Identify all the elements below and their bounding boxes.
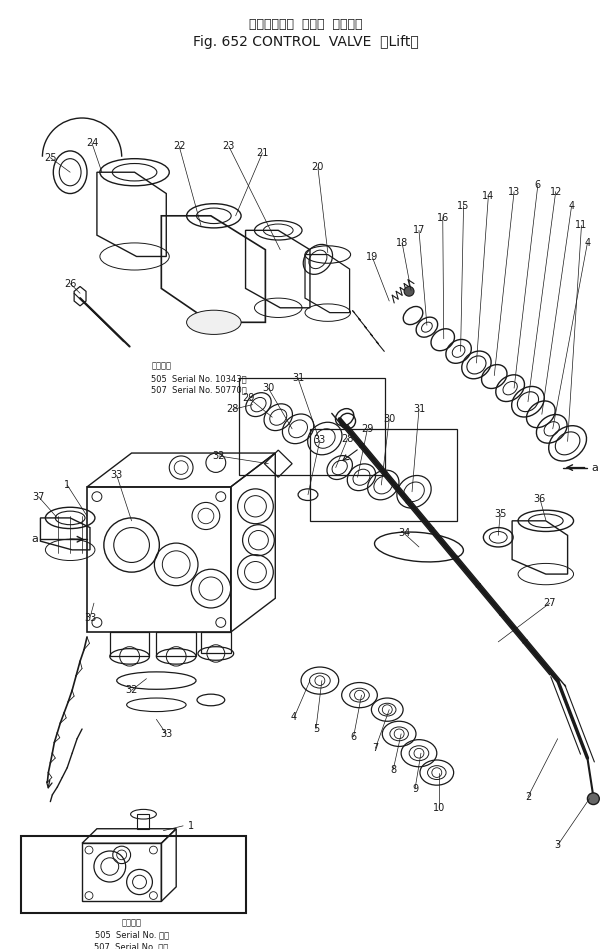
Text: 29: 29 <box>361 424 373 434</box>
Text: 15: 15 <box>457 201 470 211</box>
Text: 8: 8 <box>390 765 396 774</box>
Text: 17: 17 <box>412 225 425 235</box>
Circle shape <box>588 793 599 805</box>
Text: 35: 35 <box>494 509 506 519</box>
Text: 33: 33 <box>160 729 173 739</box>
Text: 505  Serial No. 10343〜: 505 Serial No. 10343〜 <box>151 374 247 383</box>
Text: 31: 31 <box>292 374 304 383</box>
Text: 24: 24 <box>86 139 98 148</box>
Text: 25: 25 <box>44 153 56 162</box>
Text: 2: 2 <box>525 791 531 802</box>
Text: 23: 23 <box>223 141 235 151</box>
Text: 4: 4 <box>584 238 591 248</box>
Text: 507  Serial No. 50770〜: 507 Serial No. 50770〜 <box>151 385 247 395</box>
Text: 32: 32 <box>125 685 138 696</box>
Text: 30: 30 <box>383 414 395 424</box>
Text: 3: 3 <box>554 840 561 850</box>
Text: 505  Serial No. ・〜: 505 Serial No. ・〜 <box>94 931 169 940</box>
Text: 9: 9 <box>412 784 418 794</box>
Text: 10: 10 <box>433 804 445 813</box>
Text: コントロール  バルブ  （リフト: コントロール バルブ （リフト <box>249 18 363 30</box>
Text: 12: 12 <box>550 187 562 196</box>
Text: 5: 5 <box>313 724 319 734</box>
Circle shape <box>404 287 414 296</box>
Text: 適用号筑: 適用号筑 <box>151 362 171 370</box>
Text: 28: 28 <box>226 404 239 415</box>
Bar <box>239 379 386 475</box>
Text: 32: 32 <box>212 451 225 461</box>
Text: 1: 1 <box>64 480 70 490</box>
Text: 30: 30 <box>262 383 274 393</box>
Text: 13: 13 <box>508 187 520 196</box>
Text: a: a <box>31 534 38 544</box>
Text: 34: 34 <box>398 529 410 538</box>
Text: 16: 16 <box>436 213 449 223</box>
Text: 22: 22 <box>173 141 185 151</box>
Text: 4: 4 <box>569 201 575 211</box>
Text: 適用号筑: 適用号筑 <box>122 919 141 927</box>
Text: 21: 21 <box>256 148 269 158</box>
Bar <box>21 835 245 913</box>
Text: 14: 14 <box>482 192 494 201</box>
Text: 37: 37 <box>32 492 45 502</box>
Text: 33: 33 <box>111 471 123 480</box>
Text: 1: 1 <box>188 821 194 830</box>
Text: 19: 19 <box>366 252 378 263</box>
Bar <box>310 429 457 521</box>
Text: 7: 7 <box>372 743 378 754</box>
Text: 6: 6 <box>535 179 541 190</box>
Text: 18: 18 <box>396 238 408 248</box>
Text: 33: 33 <box>84 613 96 623</box>
Text: 28: 28 <box>341 434 354 443</box>
Text: 6: 6 <box>351 732 357 742</box>
Text: 36: 36 <box>534 493 546 504</box>
Text: a: a <box>591 462 598 473</box>
Text: 507  Serial No. ・〜: 507 Serial No. ・〜 <box>94 942 169 949</box>
Text: 4: 4 <box>291 713 297 722</box>
Text: 26: 26 <box>64 279 76 288</box>
Text: 29: 29 <box>242 393 255 402</box>
Text: 20: 20 <box>312 162 324 173</box>
Text: Fig. 652 CONTROL  VALVE  （Lift）: Fig. 652 CONTROL VALVE （Lift） <box>193 34 419 48</box>
Text: 27: 27 <box>543 598 556 608</box>
Text: 11: 11 <box>575 220 588 231</box>
Text: 31: 31 <box>413 404 425 415</box>
Text: 33: 33 <box>314 436 326 445</box>
Ellipse shape <box>187 310 241 334</box>
